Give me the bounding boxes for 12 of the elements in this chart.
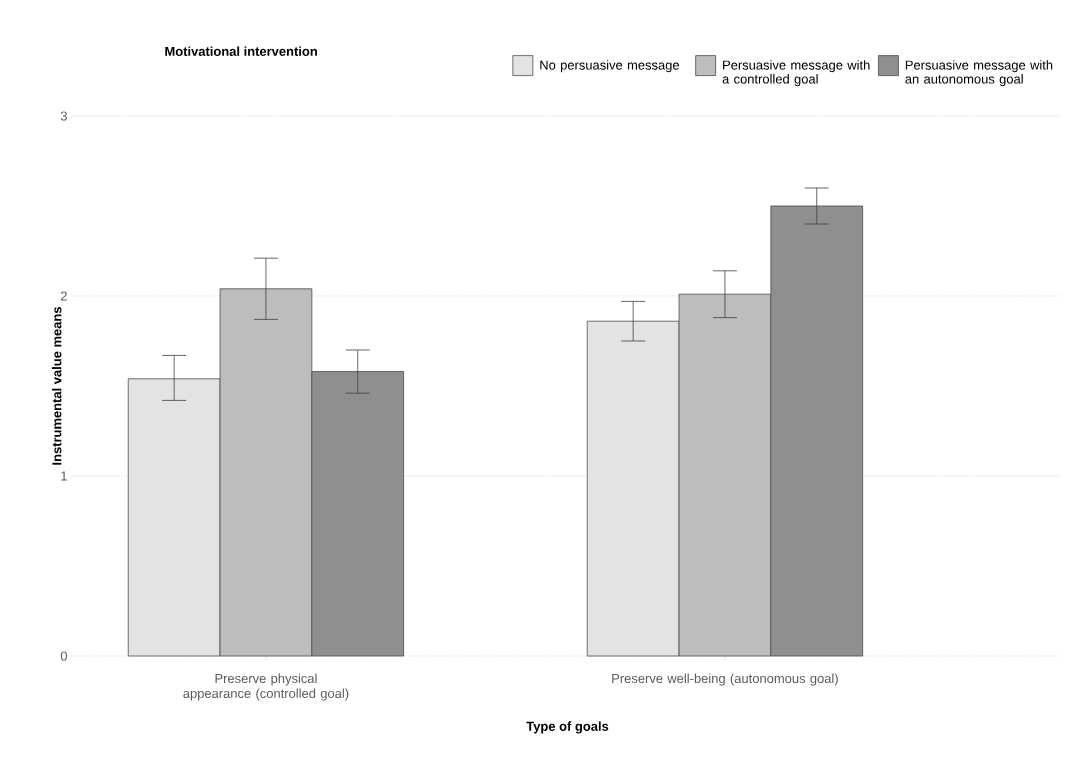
x-axis-title: Type of goals [526, 721, 609, 734]
y-tick-label: 1 [61, 471, 67, 481]
legend-label: No persuasive message [540, 60, 680, 73]
y-tick-label: 2 [60, 291, 67, 301]
y-tick-label: 0 [60, 651, 67, 661]
y-axis-title: Instrumental value means [51, 307, 62, 465]
legend-label: Persuasive message with a controlled goal [722, 60, 870, 87]
legend-title: Motivational intervention [165, 46, 317, 56]
x-tick-label: Preserve well-being (autonomous goal) [612, 673, 838, 686]
y-tick-label: 3 [60, 111, 67, 121]
legend-label: Persuasive message with an autonomous goal [905, 60, 1053, 87]
x-tick-label: Preserve physical appearance (controlled goal) [183, 673, 349, 701]
